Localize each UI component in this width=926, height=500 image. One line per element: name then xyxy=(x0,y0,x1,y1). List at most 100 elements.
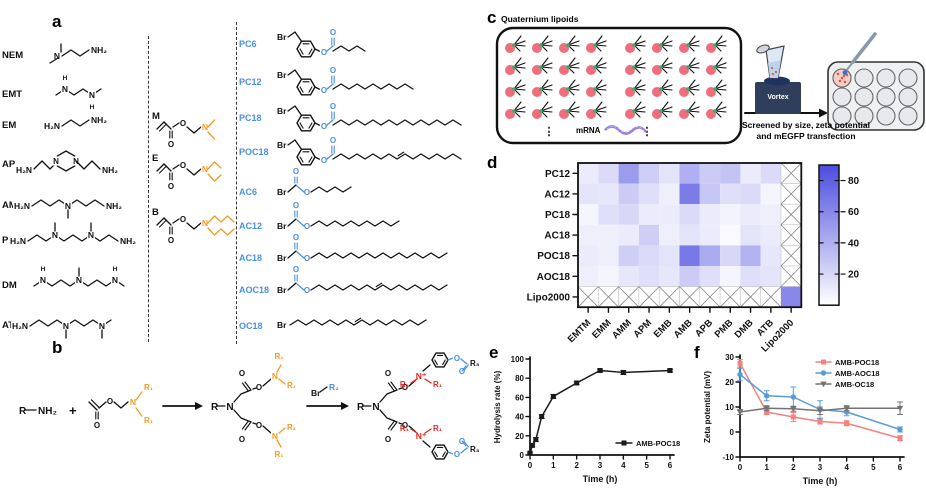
svg-text:Br: Br xyxy=(277,285,287,295)
svg-text:N: N xyxy=(226,402,233,413)
svg-text:N: N xyxy=(89,90,95,100)
svg-text:R: R xyxy=(357,402,365,413)
panel-d-label: d xyxy=(487,153,498,172)
svg-text:O: O xyxy=(180,161,186,170)
svg-text:3: 3 xyxy=(818,463,823,472)
svg-text:0: 0 xyxy=(738,463,743,472)
svg-text:80: 80 xyxy=(848,176,860,187)
svg-text:⋮: ⋮ xyxy=(642,126,653,138)
panel-b-label: b xyxy=(52,338,63,357)
svg-text:Time (h): Time (h) xyxy=(803,476,838,486)
svg-text:H₂N: H₂N xyxy=(44,121,60,131)
svg-text:AMB-POC18: AMB-POC18 xyxy=(835,358,879,367)
svg-text:20: 20 xyxy=(725,378,734,387)
svg-text:N: N xyxy=(130,397,136,407)
panel-d-heatmap: PC12AC12PC18AC18POC18AOC18Lipo2000EMTMEM… xyxy=(527,162,860,354)
svg-text:30: 30 xyxy=(725,353,734,362)
quaternium-lipoids-title: Quaternium lipoids xyxy=(501,14,579,24)
svg-text:N: N xyxy=(112,275,118,285)
svg-text:Time (h): Time (h) xyxy=(583,474,618,484)
svg-text:OC18: OC18 xyxy=(239,321,263,331)
svg-text:Br: Br xyxy=(277,106,287,116)
svg-text:O: O xyxy=(385,369,391,378)
svg-text:PC12: PC12 xyxy=(239,77,262,87)
svg-text:O: O xyxy=(402,383,408,392)
svg-text:POC18: POC18 xyxy=(239,147,269,157)
panel-c-workflow: ⋮ ⋮ xyxy=(495,26,925,145)
svg-text:O: O xyxy=(293,233,299,242)
svg-text:R₃: R₃ xyxy=(470,359,480,368)
svg-text:O: O xyxy=(321,48,327,57)
svg-text:O: O xyxy=(304,222,310,231)
svg-text:O: O xyxy=(256,421,262,430)
svg-text:EMM: EMM xyxy=(590,317,614,341)
svg-text:H: H xyxy=(113,266,118,273)
svg-text:N: N xyxy=(76,275,82,285)
svg-text:1: 1 xyxy=(551,461,556,470)
svg-text:H₂N: H₂N xyxy=(12,321,28,331)
panel-a-label: a xyxy=(52,12,62,31)
svg-text:Br: Br xyxy=(277,140,287,150)
svg-text:AC18: AC18 xyxy=(239,253,262,263)
svg-text:O: O xyxy=(293,265,299,274)
svg-text:Br: Br xyxy=(277,187,287,197)
svg-text:AM: AM xyxy=(2,200,17,211)
svg-text:NH₂: NH₂ xyxy=(91,45,107,55)
svg-text:60: 60 xyxy=(515,393,524,402)
svg-text:NH₂: NH₂ xyxy=(91,115,107,125)
svg-text:EMT: EMT xyxy=(2,89,22,100)
svg-text:O: O xyxy=(168,182,174,191)
svg-text:DM: DM xyxy=(2,280,17,291)
svg-text:O: O xyxy=(330,66,336,75)
svg-text:Br: Br xyxy=(277,221,287,231)
svg-text:N: N xyxy=(88,230,94,240)
svg-text:O: O xyxy=(321,122,327,131)
svg-text:O: O xyxy=(180,215,186,224)
svg-text:4: 4 xyxy=(621,461,626,470)
svg-text:R₂: R₂ xyxy=(329,382,339,392)
svg-text:N: N xyxy=(52,230,58,240)
svg-text:R: R xyxy=(211,402,219,413)
svg-text:H₂N: H₂N xyxy=(16,165,32,175)
svg-text:N: N xyxy=(202,218,208,228)
svg-text:O: O xyxy=(107,397,113,406)
panel-e-label: e xyxy=(489,343,499,362)
svg-text:Br: Br xyxy=(277,70,287,80)
svg-text:PC12: PC12 xyxy=(545,169,570,180)
vortex-label: Vortex xyxy=(767,94,789,101)
panel-f-zeta-chart: -10 0 10 20 30 0 1 2 3 4 5 6 Zeta potential (mV) Time… xyxy=(703,353,905,486)
svg-text:4: 4 xyxy=(844,463,849,472)
svg-text:AC6: AC6 xyxy=(239,187,257,197)
svg-text:H: H xyxy=(41,266,46,273)
svg-text:R₃: R₃ xyxy=(470,445,480,454)
svg-text:N: N xyxy=(99,321,105,331)
svg-text:O: O xyxy=(293,167,299,176)
svg-text:PM: PM xyxy=(2,235,16,246)
svg-text:N: N xyxy=(202,164,208,174)
svg-text:-10: -10 xyxy=(722,453,734,462)
svg-text:M: M xyxy=(152,111,160,122)
svg-text:N: N xyxy=(63,321,69,331)
svg-text:AMB-AOC18: AMB-AOC18 xyxy=(835,369,880,378)
svg-text:AP: AP xyxy=(2,159,16,170)
svg-text:5: 5 xyxy=(871,463,876,472)
svg-text:Lipo2000: Lipo2000 xyxy=(527,292,571,303)
svg-text:⋮: ⋮ xyxy=(544,126,555,138)
svg-text:O: O xyxy=(180,119,186,128)
svg-text:AOC18: AOC18 xyxy=(239,285,269,295)
svg-text:Br: Br xyxy=(311,388,321,398)
svg-text:O: O xyxy=(304,188,310,197)
svg-text:AC12: AC12 xyxy=(544,189,570,200)
panel-c-label: c xyxy=(487,8,497,27)
svg-text:100: 100 xyxy=(511,355,525,364)
svg-text:6: 6 xyxy=(668,461,673,470)
svg-text:NH₂: NH₂ xyxy=(38,406,57,417)
svg-text:O: O xyxy=(321,156,327,165)
svg-text:AMB-POC18: AMB-POC18 xyxy=(636,439,680,448)
svg-text:N: N xyxy=(372,402,379,413)
svg-text:5: 5 xyxy=(644,461,649,470)
svg-text:N: N xyxy=(62,84,68,94)
svg-text:N: N xyxy=(272,371,278,381)
svg-text:NH₂: NH₂ xyxy=(106,201,122,211)
